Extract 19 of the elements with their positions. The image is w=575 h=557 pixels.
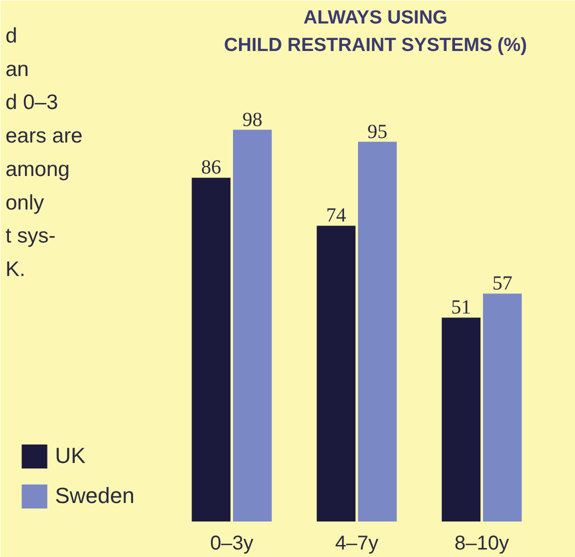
data-label: 51: [451, 296, 472, 319]
data-label: 57: [492, 272, 512, 295]
chart-title: ALWAYS USING CHILD RESTRAINT SYSTEMS (%): [224, 8, 527, 56]
data-label: 95: [367, 120, 388, 143]
bar: [192, 178, 230, 522]
x-tick-label: 4–7y: [335, 532, 378, 554]
x-tick-label: 8–10y: [454, 532, 510, 554]
data-label: 86: [201, 156, 222, 179]
bar: [358, 142, 397, 522]
legend-label: Sweden: [55, 482, 135, 510]
x-tick-label: 0–3y: [210, 532, 254, 554]
bar: [316, 226, 356, 522]
bar: [483, 294, 522, 522]
bar: [442, 318, 480, 522]
data-label: 74: [326, 204, 346, 227]
data-label: 98: [242, 108, 262, 131]
bar: [233, 130, 272, 522]
legend-label: UK: [55, 442, 86, 470]
text: d an d 0–3 ears are among only t sys- K.: [6, 24, 83, 281]
